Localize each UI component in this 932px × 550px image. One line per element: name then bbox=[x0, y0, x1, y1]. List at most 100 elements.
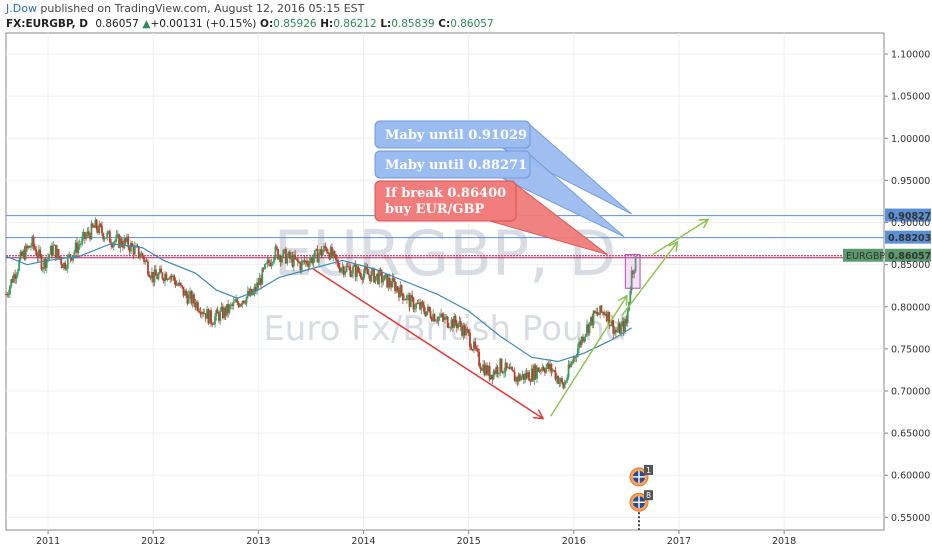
candle-body bbox=[236, 299, 239, 304]
candle-body bbox=[262, 268, 265, 270]
candle-body bbox=[9, 286, 11, 295]
candle-body bbox=[495, 366, 498, 374]
candle-body bbox=[243, 300, 245, 303]
candle-body bbox=[166, 278, 169, 281]
candle-body bbox=[68, 254, 70, 256]
candle-body bbox=[592, 310, 595, 326]
x-tick-label: 2017 bbox=[667, 536, 691, 547]
candle-body bbox=[235, 299, 237, 302]
candle-body bbox=[543, 370, 546, 373]
candle-body bbox=[449, 327, 452, 329]
candle-body bbox=[108, 231, 111, 243]
candle-body bbox=[118, 234, 120, 248]
candle-body bbox=[127, 236, 130, 248]
candle-body bbox=[469, 332, 471, 347]
candle-body bbox=[49, 246, 52, 255]
candle-body bbox=[412, 297, 415, 310]
candle-body bbox=[90, 223, 93, 240]
candle-body bbox=[99, 223, 102, 226]
candle-body bbox=[41, 268, 44, 270]
candle-body bbox=[587, 324, 590, 333]
candle-body bbox=[458, 321, 461, 324]
candle-body bbox=[601, 312, 604, 313]
candle-body bbox=[575, 356, 578, 358]
candle-body bbox=[625, 319, 628, 324]
candle-body bbox=[591, 316, 594, 326]
candle-body bbox=[315, 249, 318, 251]
event-icons: 18 bbox=[629, 464, 654, 530]
candle-body bbox=[177, 284, 180, 286]
candle-body bbox=[5, 294, 7, 295]
x-axis: 2011 2012 2013 2014 2015 2016 2017 2018 bbox=[36, 530, 796, 547]
candle-body bbox=[344, 271, 347, 275]
candle-body bbox=[28, 246, 31, 248]
candle-body bbox=[252, 292, 255, 295]
candle-body bbox=[44, 258, 47, 268]
candle-body bbox=[454, 316, 457, 324]
candle-body bbox=[337, 261, 340, 268]
candle-body bbox=[525, 373, 528, 378]
candle-body bbox=[554, 370, 557, 380]
candle-body bbox=[589, 316, 592, 323]
candle-body bbox=[64, 262, 67, 269]
candle-body bbox=[613, 329, 616, 334]
candle-body bbox=[508, 367, 511, 370]
candle-body bbox=[190, 291, 193, 304]
candle-body bbox=[329, 247, 332, 260]
candle-body bbox=[307, 264, 310, 267]
candle-body bbox=[112, 242, 115, 247]
green-trend-arrow bbox=[550, 297, 627, 417]
candle-body bbox=[179, 282, 182, 286]
candle-body bbox=[411, 295, 414, 298]
candle-body bbox=[269, 262, 272, 267]
candle-body bbox=[306, 260, 308, 265]
x-tick-label: 2015 bbox=[457, 536, 481, 547]
x-tick-label: 2018 bbox=[772, 536, 796, 547]
candle-body bbox=[162, 278, 165, 282]
candle-body bbox=[290, 255, 293, 259]
candle-body bbox=[220, 306, 223, 311]
candle-body bbox=[51, 246, 53, 256]
candle-body bbox=[299, 262, 302, 271]
y-axis: 0.55000 0.60000 0.65000 0.70000 0.75000 0.800… bbox=[884, 50, 930, 524]
candle-body bbox=[227, 304, 230, 313]
candle-body bbox=[480, 369, 483, 371]
price-label-box bbox=[885, 230, 931, 244]
candle-body bbox=[442, 317, 445, 321]
candle-body bbox=[24, 245, 27, 260]
candle-body bbox=[345, 265, 348, 272]
candle-body bbox=[45, 259, 48, 268]
candle-body bbox=[37, 249, 40, 258]
candle-body bbox=[611, 319, 613, 326]
candle-body bbox=[211, 323, 214, 325]
candle-body bbox=[111, 245, 114, 247]
author-name[interactable]: J.Dow bbox=[6, 2, 37, 15]
candle-body bbox=[278, 255, 281, 260]
current-price-box bbox=[885, 248, 931, 262]
candle-body bbox=[621, 321, 624, 325]
y-tick-label: 0.70000 bbox=[891, 387, 930, 398]
candle-body bbox=[185, 290, 187, 296]
candle-body bbox=[78, 244, 81, 246]
candle-body bbox=[371, 268, 374, 272]
candle-body bbox=[492, 370, 495, 380]
candle-body bbox=[597, 314, 600, 316]
price-label: 0.88203 bbox=[888, 233, 931, 244]
candle-body bbox=[542, 367, 545, 371]
candle-body bbox=[160, 268, 162, 273]
candle-body bbox=[310, 257, 312, 262]
candle-body bbox=[600, 305, 603, 313]
candle-body bbox=[497, 373, 500, 374]
candle-body bbox=[433, 314, 436, 322]
candle-body bbox=[178, 282, 181, 286]
candle-body bbox=[353, 264, 356, 267]
candle-body bbox=[394, 281, 396, 292]
candle-body bbox=[60, 258, 63, 265]
candle-body bbox=[123, 238, 126, 248]
candle-body bbox=[239, 304, 241, 307]
candle-body bbox=[423, 304, 425, 312]
candle-body bbox=[66, 255, 69, 269]
candle-body bbox=[356, 266, 358, 278]
